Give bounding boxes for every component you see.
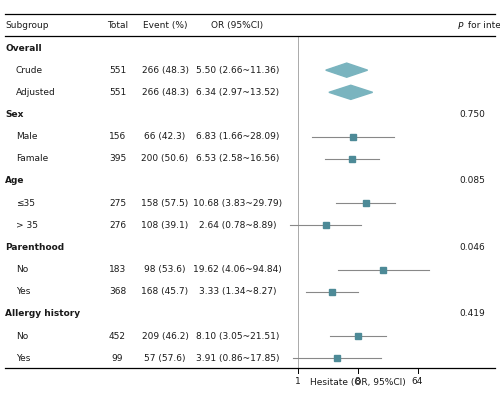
Text: Total: Total	[107, 21, 128, 30]
Text: 8: 8	[354, 377, 360, 386]
Text: 98 (53.6): 98 (53.6)	[144, 265, 186, 274]
Text: 6.34 (2.97~13.52): 6.34 (2.97~13.52)	[196, 88, 279, 97]
Text: No: No	[16, 265, 28, 274]
Text: Yes: Yes	[16, 287, 30, 296]
Text: 395: 395	[109, 154, 126, 163]
Text: 1: 1	[294, 377, 300, 386]
Text: 3.91 (0.86~17.85): 3.91 (0.86~17.85)	[196, 354, 279, 363]
Text: 0.419: 0.419	[460, 309, 485, 318]
Text: 276: 276	[109, 221, 126, 230]
Text: 156: 156	[109, 132, 126, 141]
Text: 57 (57.6): 57 (57.6)	[144, 354, 186, 363]
Text: Male: Male	[16, 132, 38, 141]
Text: 551: 551	[109, 66, 126, 75]
Text: 275: 275	[109, 199, 126, 208]
Text: 452: 452	[109, 332, 126, 341]
Text: Event (%): Event (%)	[143, 21, 187, 30]
Text: > 35: > 35	[16, 221, 38, 230]
Text: 551: 551	[109, 88, 126, 97]
Text: ≤35: ≤35	[16, 199, 35, 208]
Text: 3.33 (1.34~8.27): 3.33 (1.34~8.27)	[199, 287, 276, 296]
Text: 6.83 (1.66~28.09): 6.83 (1.66~28.09)	[196, 132, 279, 141]
Text: $P$: $P$	[458, 20, 465, 31]
Polygon shape	[326, 63, 368, 77]
Text: Parenthood: Parenthood	[5, 243, 64, 252]
Text: Famale: Famale	[16, 154, 48, 163]
Text: 0.750: 0.750	[460, 110, 485, 119]
Text: 19.62 (4.06~94.84): 19.62 (4.06~94.84)	[193, 265, 282, 274]
Text: 0.085: 0.085	[460, 176, 485, 185]
Text: 64: 64	[412, 377, 423, 386]
Text: 183: 183	[109, 265, 126, 274]
Text: Allergy history: Allergy history	[5, 309, 80, 318]
Text: Adjusted: Adjusted	[16, 88, 56, 97]
Text: 108 (39.1): 108 (39.1)	[142, 221, 188, 230]
Text: Overall: Overall	[5, 43, 42, 53]
Text: 0.046: 0.046	[460, 243, 485, 252]
Text: 2.64 (0.78~8.89): 2.64 (0.78~8.89)	[199, 221, 276, 230]
Text: 10.68 (3.83~29.79): 10.68 (3.83~29.79)	[193, 199, 282, 208]
Text: 5.50 (2.66~11.36): 5.50 (2.66~11.36)	[196, 66, 279, 75]
Text: Crude: Crude	[16, 66, 43, 75]
Text: 209 (46.2): 209 (46.2)	[142, 332, 188, 341]
Text: 368: 368	[109, 287, 126, 296]
Text: No: No	[16, 332, 28, 341]
Text: Age: Age	[5, 176, 24, 185]
Text: 168 (45.7): 168 (45.7)	[142, 287, 188, 296]
Text: Yes: Yes	[16, 354, 30, 363]
Text: 266 (48.3): 266 (48.3)	[142, 88, 188, 97]
Text: 158 (57.5): 158 (57.5)	[142, 199, 188, 208]
Text: 99: 99	[112, 354, 123, 363]
Text: 6.53 (2.58~16.56): 6.53 (2.58~16.56)	[196, 154, 279, 163]
Text: 8.10 (3.05~21.51): 8.10 (3.05~21.51)	[196, 332, 279, 341]
Text: Sex: Sex	[5, 110, 24, 119]
Polygon shape	[329, 85, 372, 100]
Text: 266 (48.3): 266 (48.3)	[142, 66, 188, 75]
Text: for interaction: for interaction	[465, 21, 500, 30]
Text: Hesitate (OR, 95%CI): Hesitate (OR, 95%CI)	[310, 378, 406, 387]
Text: Subgroup: Subgroup	[5, 21, 49, 30]
Text: OR (95%CI): OR (95%CI)	[212, 21, 264, 30]
Text: 200 (50.6): 200 (50.6)	[142, 154, 188, 163]
Text: 66 (42.3): 66 (42.3)	[144, 132, 186, 141]
